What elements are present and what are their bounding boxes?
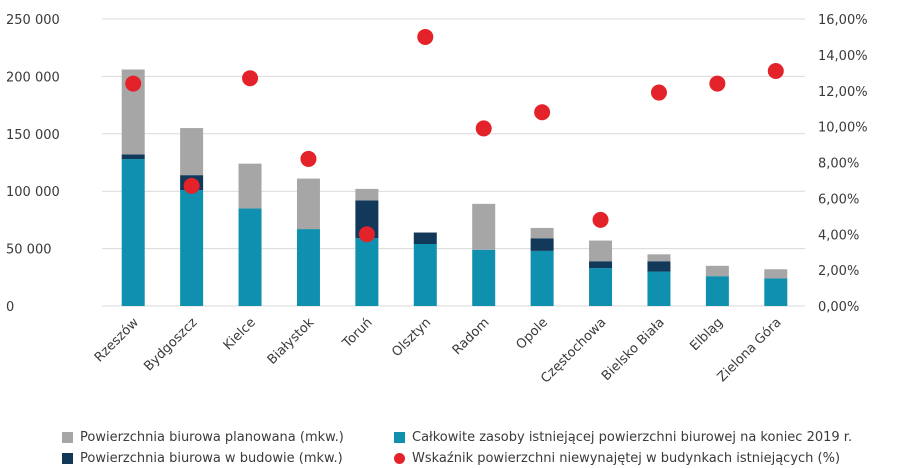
- vacancy-point: [358, 226, 375, 243]
- bar-segment-0: [413, 244, 437, 306]
- bar-segment-0: [647, 271, 671, 306]
- vacancy-point: [183, 177, 200, 194]
- vacancy-points: [125, 28, 784, 243]
- vacancy-point: [534, 104, 551, 121]
- right-tick-label: 4,00%: [818, 228, 859, 243]
- bar-segment-0: [296, 229, 320, 306]
- left-tick-label: 100 000: [6, 185, 60, 200]
- bar-segment-2: [180, 128, 204, 176]
- vacancy-point: [475, 120, 492, 137]
- vacancy-point: [417, 28, 434, 45]
- bar-segment-0: [589, 268, 613, 306]
- chart: 0 50 000 100 000 150 000 200 000 250 000 0,00…: [6, 13, 868, 387]
- left-axis: 0 50 000 100 000 150 000 200 000 250 000: [6, 13, 60, 315]
- bar-segment-1: [589, 261, 613, 269]
- legend-item-under-construction: Powierzchnia biurowa w budowie (mkw.): [62, 451, 343, 466]
- legend-swatch-vacancy: [394, 453, 405, 464]
- bar-segment-2: [121, 69, 145, 155]
- bar-segment-0: [472, 249, 496, 306]
- bar-segment-2: [589, 240, 613, 262]
- legend-label-existing: Całkowite zasoby istniejącej powierzchni…: [412, 430, 853, 445]
- right-tick-label: 10,00%: [818, 121, 868, 136]
- category-labels: Rzeszów Bydgoszcz Kielce Białystok Toruń Olsz…: [92, 315, 785, 387]
- left-tick-label: 0: [6, 300, 14, 315]
- right-axis: 0,00% 2,00% 4,00% 6,00% 8,00% 10,00% 12,00% 14,…: [818, 13, 868, 315]
- category-label: Toruń: [339, 315, 375, 351]
- category-label: Białystok: [265, 315, 318, 368]
- bar-segment-1: [121, 154, 145, 160]
- category-label: Rzeszów: [92, 315, 142, 365]
- bar-segment-2: [530, 227, 554, 239]
- bar-segment-2: [705, 265, 729, 277]
- legend-item-existing: Całkowite zasoby istniejącej powierzchni…: [394, 430, 852, 445]
- right-tick-label: 6,00%: [818, 192, 859, 207]
- legend-item-vacancy: Wskaźnik powierzchni niewynajętej w budy…: [394, 451, 840, 466]
- legend-label-vacancy: Wskaźnik powierzchni niewynajętej w budy…: [412, 451, 841, 466]
- bar-segment-2: [238, 163, 262, 209]
- category-label: Olsztyn: [389, 315, 434, 360]
- vacancy-point: [300, 150, 317, 167]
- bar-segment-0: [530, 250, 554, 306]
- right-tick-label: 12,00%: [818, 85, 868, 100]
- left-tick-label: 200 000: [6, 70, 60, 85]
- right-tick-label: 8,00%: [818, 157, 859, 172]
- legend-label-planned: Powierzchnia biurowa planowana (mkw.): [80, 430, 344, 445]
- bar-segment-2: [472, 203, 496, 250]
- bar-segment-0: [180, 190, 204, 306]
- bars: [121, 69, 788, 306]
- left-tick-label: 150 000: [6, 128, 60, 143]
- vacancy-point: [242, 70, 259, 87]
- vacancy-point: [767, 63, 784, 80]
- bar-segment-0: [238, 208, 262, 306]
- category-label: Radom: [450, 315, 493, 358]
- bar-segment-0: [705, 276, 729, 306]
- category-label: Kielce: [221, 315, 259, 353]
- right-tick-label: 0,00%: [818, 300, 859, 315]
- bar-segment-0: [355, 238, 379, 306]
- left-tick-label: 250 000: [6, 13, 60, 28]
- vacancy-point: [650, 84, 667, 101]
- legend-swatch-planned: [62, 432, 73, 443]
- bar-segment-1: [413, 232, 437, 245]
- legend-swatch-existing: [394, 432, 405, 443]
- vacancy-point: [709, 75, 726, 92]
- bar-segment-2: [355, 188, 379, 201]
- vacancy-point: [125, 75, 142, 92]
- legend: Powierzchnia biurowa planowana (mkw.) Ca…: [0, 420, 911, 468]
- bar-segment-1: [647, 261, 671, 272]
- left-tick-label: 50 000: [6, 243, 52, 258]
- bar-segment-1: [530, 238, 554, 251]
- bar-segment-0: [764, 278, 788, 306]
- right-tick-label: 2,00%: [818, 264, 859, 279]
- category-label: Bydgoszcz: [141, 315, 200, 374]
- bar-segment-2: [764, 269, 788, 279]
- right-tick-label: 14,00%: [818, 49, 868, 64]
- right-tick-label: 16,00%: [818, 13, 868, 28]
- bar-segment-0: [121, 159, 145, 306]
- legend-swatch-under-construction: [62, 453, 73, 464]
- category-label: Elbląg: [687, 315, 726, 354]
- legend-label-under-construction: Powierzchnia biurowa w budowie (mkw.): [80, 451, 343, 466]
- bar-segment-2: [647, 254, 671, 262]
- vacancy-point: [592, 211, 609, 228]
- category-label: Opole: [513, 315, 551, 353]
- category-label: Bielsko Biała: [599, 315, 668, 384]
- bar-segment-2: [296, 178, 320, 230]
- legend-item-planned: Powierzchnia biurowa planowana (mkw.): [62, 430, 344, 445]
- grid-lines: [102, 18, 805, 307]
